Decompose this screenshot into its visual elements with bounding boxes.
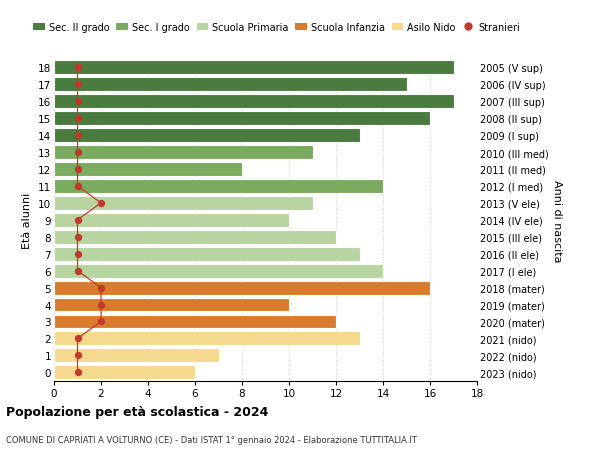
Bar	[54, 61, 454, 75]
Point	[73, 268, 82, 275]
Point	[73, 335, 82, 342]
Point	[73, 217, 82, 224]
Bar	[54, 146, 313, 160]
Point	[73, 183, 82, 190]
Text: Popolazione per età scolastica - 2024: Popolazione per età scolastica - 2024	[6, 405, 268, 419]
Bar	[54, 315, 336, 329]
Point	[96, 318, 106, 325]
Bar	[54, 332, 359, 346]
Bar	[54, 247, 359, 261]
Bar	[54, 196, 313, 210]
Y-axis label: Età alunni: Età alunni	[22, 192, 32, 248]
Point	[73, 352, 82, 359]
Bar	[54, 129, 359, 143]
Bar	[54, 230, 336, 244]
Point	[96, 301, 106, 308]
Point	[73, 234, 82, 241]
Bar	[54, 179, 383, 193]
Legend: Sec. II grado, Sec. I grado, Scuola Primaria, Scuola Infanzia, Asilo Nido, Stran: Sec. II grado, Sec. I grado, Scuola Prim…	[34, 23, 520, 33]
Point	[73, 64, 82, 72]
Bar	[54, 95, 454, 109]
Bar	[54, 349, 218, 363]
Point	[96, 200, 106, 207]
Point	[73, 166, 82, 173]
Bar	[54, 78, 407, 92]
Point	[96, 284, 106, 291]
Y-axis label: Anni di nascita: Anni di nascita	[553, 179, 562, 262]
Point	[73, 149, 82, 157]
Bar	[54, 264, 383, 278]
Bar	[54, 298, 289, 312]
Bar	[54, 281, 430, 295]
Bar	[54, 213, 289, 227]
Bar	[54, 365, 195, 380]
Bar	[54, 162, 242, 177]
Point	[73, 115, 82, 123]
Text: COMUNE DI CAPRIATI A VOLTURNO (CE) - Dati ISTAT 1° gennaio 2024 - Elaborazione T: COMUNE DI CAPRIATI A VOLTURNO (CE) - Dat…	[6, 435, 417, 443]
Point	[73, 132, 82, 140]
Point	[73, 369, 82, 376]
Point	[73, 98, 82, 106]
Point	[73, 251, 82, 258]
Point	[73, 81, 82, 89]
Bar	[54, 112, 430, 126]
